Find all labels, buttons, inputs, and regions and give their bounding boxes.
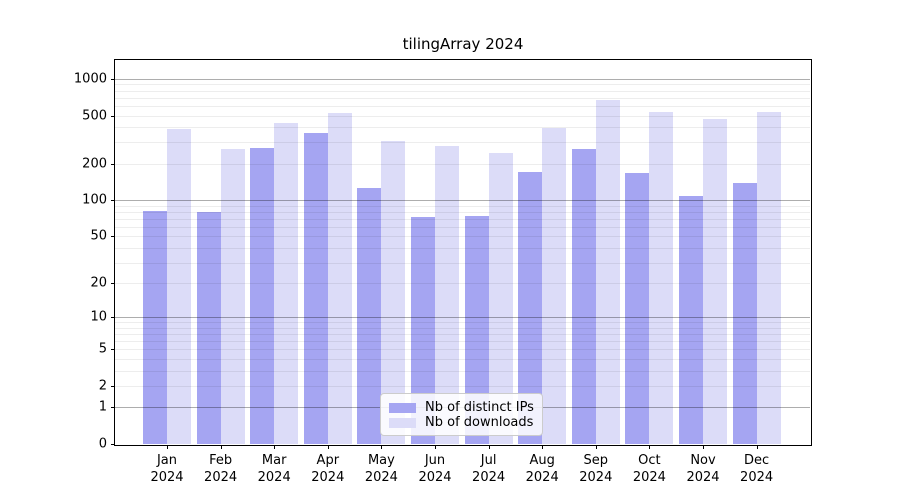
- x-tick-label-may: May 2024: [364, 453, 398, 485]
- x-tick-label-jul: Jul 2024: [472, 453, 506, 485]
- y-tick-label-1: 1: [98, 399, 107, 415]
- x-tick-dec: [756, 445, 758, 449]
- y-tick-10: [111, 317, 115, 319]
- y-tick-label-2: 2: [98, 378, 107, 394]
- x-tick-label-sep: Sep 2024: [579, 453, 613, 485]
- bar-downloads-sep: [595, 100, 620, 444]
- bar-distinct-ips-mar: [250, 147, 275, 444]
- x-tick-oct: [649, 445, 651, 449]
- x-tick-label-jun: Jun 2024: [418, 453, 452, 485]
- chart-title: tilingArray 2024: [402, 35, 524, 53]
- x-tick-label-dec: Dec 2024: [740, 453, 774, 485]
- x-tick-label-jan: Jan 2024: [150, 453, 184, 485]
- x-tick-jun: [435, 445, 436, 449]
- y-tick-0: [111, 444, 115, 445]
- y-tick-label-1000: 1000: [73, 71, 107, 87]
- bar-distinct-ips-feb: [196, 212, 221, 444]
- legend-label-distinct-ips: Nb of distinct IPs: [425, 400, 534, 415]
- y-tick-50: [111, 236, 115, 238]
- bar-distinct-ips-dec: [732, 182, 757, 444]
- y-tick-label-500: 500: [82, 108, 107, 123]
- y-tick-label-5: 5: [98, 341, 107, 357]
- bar-downloads-jan: [167, 129, 191, 444]
- x-tick-label-mar: Mar 2024: [257, 453, 291, 485]
- legend-swatch-distinct-ips: [389, 402, 416, 413]
- y-axis-tick-labels: 0 1 2 5 10 20 50 100 200 500 1000: [30, 0, 107, 500]
- bar-distinct-ips-oct: [625, 172, 650, 444]
- x-tick-label-oct: Oct 2024: [632, 453, 666, 485]
- x-tick-feb: [220, 445, 222, 449]
- y-tick-label-0: 0: [98, 436, 107, 452]
- legend-swatch-downloads: [389, 417, 416, 428]
- x-tick-mar: [274, 445, 276, 449]
- y-tick-1000: [111, 78, 115, 80]
- y-tick-20: [111, 283, 115, 285]
- bar-downloads-feb: [220, 149, 245, 444]
- x-tick-aug: [542, 445, 544, 449]
- x-tick-sep: [595, 445, 597, 449]
- bar-downloads-oct: [649, 112, 674, 444]
- legend-item-downloads: Nb of downloads: [389, 415, 534, 430]
- bar-distinct-ips-apr: [303, 132, 328, 444]
- x-tick-jan: [167, 445, 168, 449]
- x-tick-label-aug: Aug 2024: [525, 453, 559, 485]
- legend-label-downloads: Nb of downloads: [425, 415, 534, 430]
- bar-downloads-apr: [327, 113, 352, 444]
- bars-layer: [115, 60, 810, 444]
- x-tick-may: [381, 445, 383, 449]
- bar-distinct-ips-nov: [679, 196, 703, 444]
- x-tick-label-feb: Feb 2024: [204, 453, 238, 485]
- bar-distinct-ips-may: [357, 187, 382, 444]
- y-tick-100: [111, 200, 115, 202]
- bar-downloads-mar: [274, 122, 299, 444]
- y-tick-2: [111, 385, 115, 387]
- legend-item-distinct-ips: Nb of distinct IPs: [389, 400, 534, 415]
- bar-downloads-aug: [542, 128, 567, 444]
- y-tick-1: [111, 407, 115, 409]
- y-tick-label-100: 100: [82, 192, 107, 208]
- y-tick-label-200: 200: [82, 156, 107, 172]
- y-tick-label-10: 10: [90, 309, 107, 325]
- bar-distinct-ips-sep: [571, 148, 596, 444]
- y-tick-200: [111, 163, 115, 165]
- bar-distinct-ips-jan: [143, 211, 167, 444]
- x-tick-apr: [327, 445, 329, 449]
- x-tick-label-apr: Apr 2024: [311, 453, 345, 485]
- x-tick-nov: [703, 445, 704, 449]
- bar-downloads-nov: [703, 119, 727, 444]
- legend: Nb of distinct IPs Nb of downloads: [380, 393, 543, 436]
- y-tick-500: [111, 115, 115, 117]
- y-tick-label-50: 50: [90, 228, 107, 244]
- y-tick-label-20: 20: [90, 275, 107, 291]
- x-tick-jul: [488, 445, 490, 449]
- x-tick-label-nov: Nov 2024: [686, 453, 720, 485]
- bar-downloads-dec: [756, 112, 781, 444]
- y-tick-5: [111, 349, 115, 351]
